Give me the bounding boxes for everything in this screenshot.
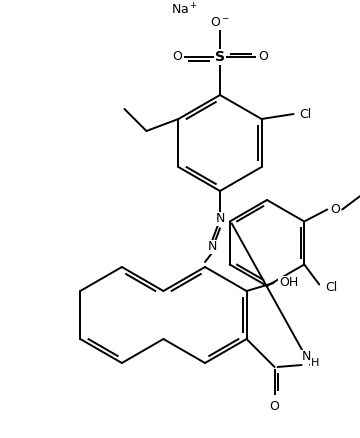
Text: N: N [302, 350, 311, 364]
Text: S: S [215, 50, 225, 64]
Text: N: N [207, 240, 217, 254]
Text: OH: OH [279, 276, 298, 290]
Text: Cl: Cl [300, 107, 312, 120]
Text: Na$^+$: Na$^+$ [171, 2, 199, 18]
Text: O: O [258, 50, 268, 64]
Text: N: N [215, 212, 225, 226]
Text: O: O [270, 400, 279, 413]
Text: Cl: Cl [325, 281, 337, 294]
Text: O: O [330, 203, 340, 216]
Text: O: O [172, 50, 182, 64]
Text: O$^-$: O$^-$ [210, 17, 230, 29]
Text: H: H [310, 358, 319, 368]
